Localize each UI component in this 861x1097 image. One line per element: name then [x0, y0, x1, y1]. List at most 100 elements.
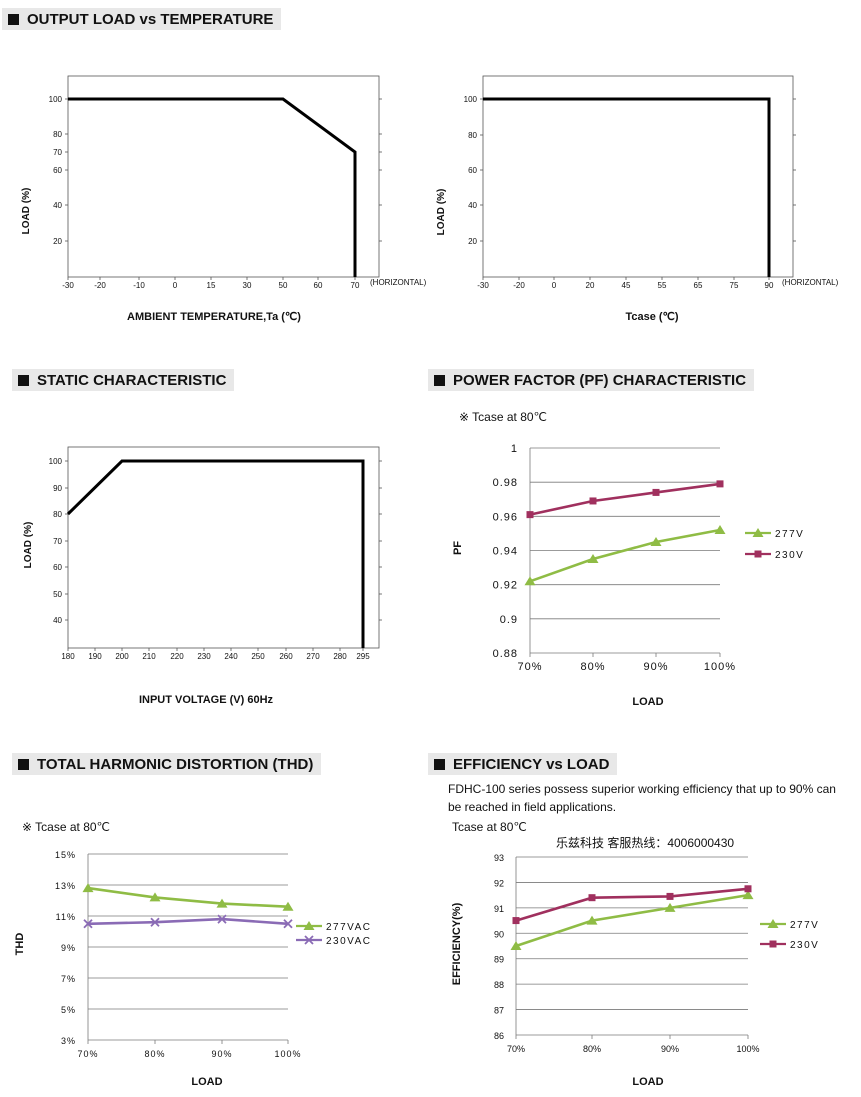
thd-x-tick-label: 80% — [144, 1049, 165, 1059]
thd-y-tick-label: 13% — [55, 881, 76, 891]
static-y-tick-label: 50 — [53, 590, 62, 599]
pf-legend-label-230V: 230V — [775, 550, 804, 561]
thd-series-line-277VAC — [87, 886, 289, 908]
ambient-y-tick-label: 100 — [49, 95, 63, 104]
thd-data-point-230VAC — [217, 914, 227, 924]
pf-tcase-note: ※ Tcase at 80℃ — [459, 410, 548, 424]
eff-y-tick-label: 88 — [494, 980, 504, 990]
ambient-x-tick-label: 70 — [351, 281, 360, 290]
eff-data-point-277V — [742, 890, 754, 900]
ambient-y-axis-label: LOAD (%) — [21, 188, 32, 235]
eff-x-axis-label: LOAD — [632, 1076, 663, 1088]
pf-data-point-277V — [714, 525, 726, 534]
ambient-y-tick-label: 80 — [53, 130, 62, 139]
pf-x-tick-label: 80% — [580, 661, 605, 673]
eff-legend-marker-277V — [767, 919, 779, 928]
eff-description-line2: be reached in field applications. — [448, 800, 617, 814]
pf-y-tick-label: 0.94 — [493, 546, 518, 558]
eff-legend-marker-230V — [769, 940, 777, 948]
tcase-y-tick-label: 100 — [464, 95, 478, 104]
pf-y-tick-label: 0.92 — [493, 580, 518, 592]
static-y-tick-label: 60 — [53, 563, 62, 572]
eff-data-point-230V — [512, 917, 520, 925]
static-y-tick-label: 70 — [53, 537, 62, 546]
section-title-output-load: OUTPUT LOAD vs TEMPERATURE — [27, 10, 274, 28]
thd-legend-marker-277VAC — [303, 921, 315, 930]
section-title-thd: TOTAL HARMONIC DISTORTION (THD) — [37, 755, 314, 773]
hotline-text: 乐兹科技 客服热线：4006000430 — [556, 836, 735, 850]
section-header-thd: TOTAL HARMONIC DISTORTION (THD) — [12, 753, 322, 775]
thd-tcase-note: ※ Tcase at 80℃ — [22, 820, 111, 834]
thd-y-tick-label: 15% — [55, 850, 76, 860]
thd-legend-marker-230VAC — [304, 935, 314, 945]
tcase-x-tick-label: 75 — [730, 281, 739, 290]
thd-y-tick-label: 5% — [61, 1005, 76, 1015]
static-y-tick-label: 90 — [53, 484, 62, 493]
eff-data-point-277V — [510, 941, 522, 950]
eff-y-tick-label: 90 — [494, 929, 504, 939]
eff-data-point-277V — [586, 915, 598, 925]
thd-legend-label-230VAC: 230VAC — [326, 936, 372, 947]
tcase-x-note: (HORIZONTAL) — [782, 278, 839, 287]
eff-legend-label-277V: 277V — [790, 920, 819, 931]
pf-y-tick-label: 0.88 — [493, 648, 518, 660]
eff-data-point-230V — [588, 894, 596, 902]
eff-y-tick-label: 91 — [494, 904, 504, 914]
thd-data-point-277VAC — [216, 898, 228, 908]
pf-legend-label-277V: 277V — [775, 529, 804, 540]
ambient-x-axis-label: AMBIENT TEMPERATURE,Ta (℃) — [127, 311, 301, 323]
tcase-y-tick-label: 20 — [468, 237, 477, 246]
static-x-tick-label: 190 — [88, 652, 102, 661]
section-header-pf: POWER FACTOR (PF) CHARACTERISTIC — [428, 369, 755, 391]
static-x-tick-label: 200 — [115, 652, 129, 661]
thd-y-tick-label: 11% — [56, 912, 76, 922]
tcase-x-tick-label: 45 — [622, 281, 631, 290]
pf-series-line-230V — [529, 482, 721, 516]
thd-x-tick-label: 100% — [274, 1049, 301, 1059]
eff-y-tick-label: 92 — [494, 878, 504, 888]
static-x-tick-label: 260 — [279, 652, 293, 661]
section-title-pf: POWER FACTOR (PF) CHARACTERISTIC — [453, 371, 747, 389]
tcase-x-axis-label: Tcase (℃) — [625, 311, 678, 323]
pf-x-tick-label: 100% — [704, 661, 736, 673]
static-y-axis-label: LOAD (%) — [23, 522, 34, 569]
pf-y-tick-label: 1 — [511, 443, 518, 455]
pf-y-tick-label: 0.96 — [493, 511, 518, 523]
ambient-x-tick-label: 30 — [243, 281, 252, 290]
ambient-x-tick-label: -10 — [133, 281, 145, 290]
tcase-x-tick-label: 65 — [694, 281, 703, 290]
pf-data-point-277V — [650, 536, 662, 546]
static-x-tick-label: 280 — [333, 652, 347, 661]
thd-x-tick-label: 90% — [211, 1049, 232, 1059]
static-x-tick-label: 295 — [356, 652, 370, 661]
eff-x-tick-label: 80% — [583, 1044, 601, 1054]
ambient-x-tick-label: -30 — [62, 281, 74, 290]
pf-data-point-277V — [587, 554, 599, 564]
tcase-x-tick-label: -30 — [477, 281, 489, 290]
pf-y-tick-label: 0.98 — [493, 477, 518, 489]
tcase-y-tick-label: 60 — [468, 166, 477, 175]
thd-data-point-277VAC — [282, 901, 294, 911]
eff-y-tick-label: 89 — [494, 955, 504, 965]
pf-x-axis-label: LOAD — [632, 696, 663, 708]
eff-x-tick-label: 70% — [507, 1044, 525, 1054]
eff-series-line-230V — [515, 887, 749, 922]
pf-data-point-230V — [652, 488, 660, 496]
thd-series-line-230VAC — [87, 917, 289, 926]
pf-legend-marker-230V — [754, 550, 762, 558]
tcase-x-tick-label: 55 — [658, 281, 667, 290]
tcase-derating-line — [483, 97, 771, 277]
tcase-y-tick-label: 80 — [468, 131, 477, 140]
eff-x-tick-label: 100% — [736, 1044, 759, 1054]
static-x-tick-label: 180 — [61, 652, 75, 661]
thd-x-axis-label: LOAD — [191, 1076, 222, 1088]
pf-data-point-277V — [524, 576, 536, 586]
static-y-tick-label: 80 — [53, 510, 62, 519]
static-derating-line — [66, 459, 365, 648]
section-title-eff: EFFICIENCY vs LOAD — [453, 755, 610, 773]
section-header-output-load: OUTPUT LOAD vs TEMPERATURE — [2, 8, 282, 30]
eff-series-line-277V — [515, 893, 749, 948]
thd-y-tick-label: 9% — [61, 943, 76, 953]
ambient-x-tick-label: 15 — [207, 281, 216, 290]
